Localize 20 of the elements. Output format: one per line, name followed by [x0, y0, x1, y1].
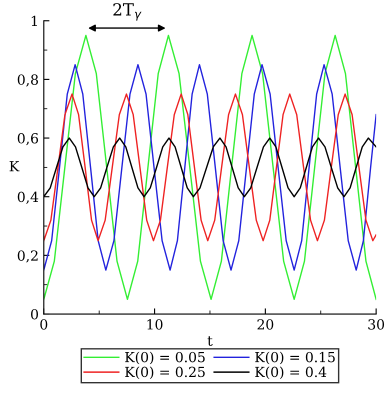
legend-label: K(0) = 0.05: [125, 352, 205, 364]
y-axis-title: K: [10, 161, 20, 172]
x-axis-title: t: [208, 336, 213, 346]
y-tick-label: 0,2: [18, 250, 38, 263]
y-tick-label: 0,6: [18, 133, 38, 146]
legend-label: K(0) = 0.4: [255, 366, 326, 380]
y-tick-label: 0,8: [18, 74, 38, 87]
y-tick-label: 0: [31, 308, 38, 320]
line-series: [44, 93, 376, 242]
legend-label: K(0) = 0.15: [255, 352, 335, 364]
y-tick-label: 1: [32, 16, 37, 26]
x-tick-label: 0: [40, 319, 48, 330]
x-tick-label: 20: [257, 319, 274, 330]
line-series: [44, 64, 376, 271]
text: 2T$_{γ}$: [113, 3, 142, 21]
legend-label: K(0) = 0.25: [125, 366, 205, 380]
line-series: [44, 34, 376, 300]
x-tick-label: 10: [147, 319, 162, 330]
x-tick-label: 30: [368, 319, 384, 330]
y-tick-label: 0,4: [18, 192, 38, 204]
